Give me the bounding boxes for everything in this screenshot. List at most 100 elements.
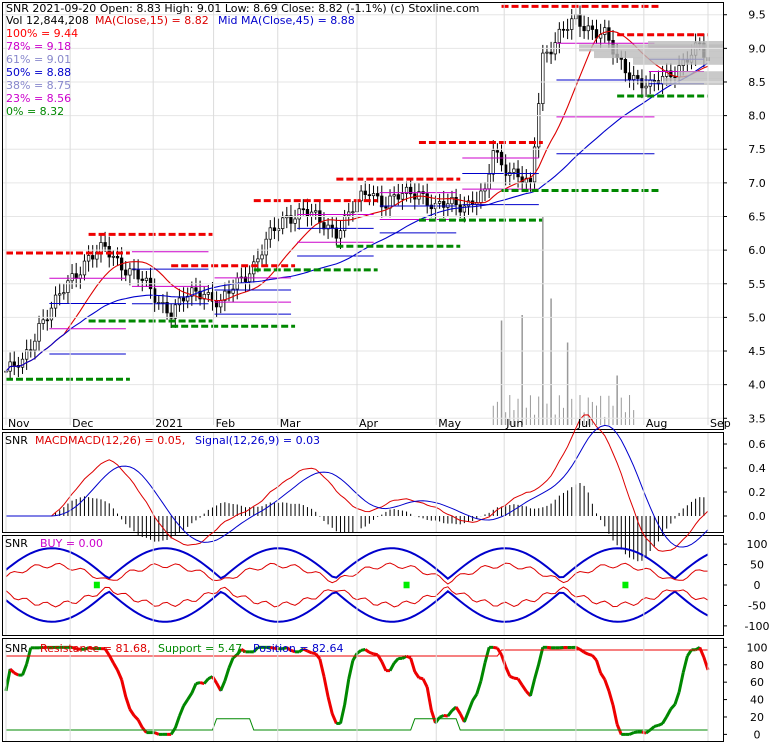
price-tick-label: 5.5 (748, 278, 766, 291)
fib-level-label: 100% = 9.44 (6, 27, 78, 40)
fib-level-label: 78% = 9.18 (6, 40, 71, 53)
candle-body (542, 53, 545, 104)
candle-body (455, 197, 458, 204)
position-step (588, 654, 592, 655)
macd-tick-label: 0.2 (748, 486, 766, 499)
candle-body (265, 239, 268, 255)
candle-body (257, 259, 260, 262)
macd-label: MACDMACD(12,26) = 0.05, (35, 434, 185, 447)
buy-tick-label: 0 (754, 579, 761, 592)
buy-signal-marker (404, 582, 410, 589)
price-tick-label: 8.5 (748, 76, 766, 89)
price-tick-label: 7.0 (748, 177, 766, 190)
candle-body (174, 305, 177, 318)
candle-body (480, 191, 483, 203)
candle-body (579, 14, 582, 26)
position-step (196, 683, 200, 684)
candle-body (145, 278, 148, 280)
fib-level-label: 38% = 8.75 (6, 79, 71, 92)
buy-tick-label: -50 (748, 599, 766, 612)
candle-body (46, 320, 49, 321)
candle-body (533, 147, 536, 182)
volume-profile-bar (594, 51, 723, 58)
candle-body (674, 77, 677, 78)
price-tick-label: 5.0 (748, 311, 766, 324)
macd-panel-frame (3, 433, 724, 533)
position-step (658, 723, 662, 725)
srp-tick-label: 0 (754, 728, 761, 741)
srp-tick-label: 80 (750, 659, 764, 672)
position-step (155, 733, 159, 735)
candle-body (587, 26, 590, 31)
position-step (584, 652, 588, 654)
candle-body (294, 219, 297, 223)
volume-profile-bar (678, 71, 723, 78)
month-label: Feb (216, 417, 235, 430)
position-step (493, 647, 497, 648)
candle-body (335, 228, 338, 238)
candle-body (141, 279, 144, 281)
candle-body (63, 293, 66, 294)
fib-level-label: 0% = 8.32 (6, 105, 64, 118)
volume-profile-bar (648, 41, 723, 48)
candle-body (269, 228, 272, 239)
candle-body (364, 191, 367, 195)
candle-body (302, 209, 305, 210)
candle-body (347, 212, 350, 216)
support-label: Support = 5.47, (158, 642, 246, 655)
candle-body (492, 151, 495, 175)
srp-symbol: SNR (5, 642, 28, 655)
candle-body (517, 169, 520, 177)
macd-tick-label: 0.4 (748, 462, 766, 475)
candle-body (104, 242, 107, 246)
month-label: May (438, 417, 461, 430)
position-step (440, 715, 444, 717)
candle-body (562, 29, 565, 30)
candle-body (488, 174, 491, 189)
price-tick-label: 6.5 (748, 211, 766, 224)
candle-body (42, 320, 45, 324)
candle-body (393, 195, 396, 196)
candle-body (91, 255, 94, 259)
candle-body (632, 75, 635, 79)
candle-body (228, 291, 231, 293)
candle-body (13, 362, 16, 366)
position-step (369, 652, 373, 653)
srp-tick-label: 100 (747, 641, 768, 654)
month-label: Jun (505, 417, 523, 430)
candle-body (219, 300, 222, 306)
candle-body (182, 298, 185, 301)
candle-body (331, 225, 334, 228)
candle-body (380, 196, 383, 207)
price-tick-label: 6.0 (748, 244, 766, 257)
candle-body (306, 209, 309, 216)
month-label: Mar (280, 417, 301, 430)
candle-body (645, 86, 648, 88)
candle-body (21, 359, 24, 367)
candle-body (537, 104, 540, 147)
buy-tick-label: -100 (745, 620, 770, 633)
buy-symbol: SNR (5, 537, 28, 550)
month-label: 2021 (155, 417, 183, 430)
position-step (419, 678, 423, 679)
candle-body (513, 169, 516, 173)
candle-body (352, 212, 355, 213)
candle-body (58, 294, 61, 295)
buy-label: BUY = 0.00 (40, 537, 103, 550)
candle-body (570, 19, 573, 30)
price-tick-label: 8.0 (748, 110, 766, 123)
fib-level-label: 61% = 9.01 (6, 53, 71, 66)
buy-tick-label: 50 (750, 559, 764, 572)
candle-body (314, 211, 317, 212)
macd-tick-label: 0.0 (748, 510, 766, 523)
candle-body (603, 28, 606, 35)
candle-body (438, 201, 441, 203)
candle-body (608, 28, 611, 41)
price-tick-label: 7.5 (748, 143, 766, 156)
candle-body (195, 288, 198, 291)
candle-body (583, 26, 586, 30)
month-label: Nov (8, 417, 30, 430)
